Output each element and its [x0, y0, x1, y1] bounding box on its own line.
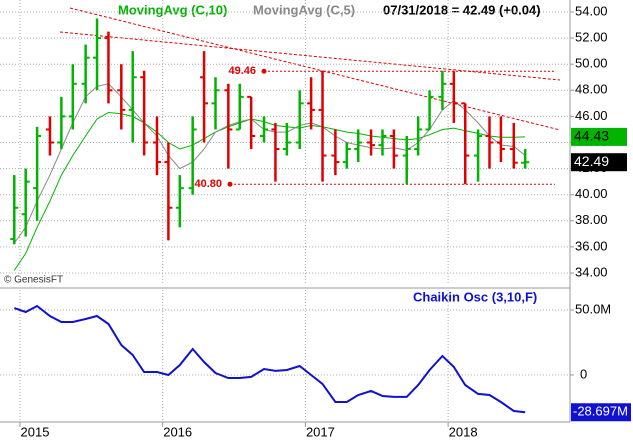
line	[13, 111, 526, 271]
level-label: 49.46	[228, 65, 256, 77]
last-value-badge	[571, 403, 631, 422]
y-tick-label: 40.00	[575, 186, 608, 201]
y-tick-label: 36.00	[575, 238, 608, 253]
level-label: 40.80	[194, 178, 222, 190]
y-tick-label: 54.00	[575, 3, 608, 18]
last-value-badge	[571, 127, 627, 146]
last-value-badge	[571, 153, 627, 172]
legend-ma10: MovingAvg (C,10)	[118, 2, 227, 17]
y-tick-label: 50.00	[575, 56, 608, 71]
credit: © GenesisFT	[4, 275, 63, 286]
level-dot	[261, 68, 267, 74]
line	[13, 83, 526, 244]
y-tick-label: 48.00	[575, 82, 608, 97]
y-tick-label: 50.0M	[575, 301, 611, 316]
line	[13, 304, 526, 414]
osc-title: Chaikin Osc (3,10,F)	[413, 289, 537, 304]
y-tick-label: 46.00	[575, 108, 608, 123]
x-tick-label: 2016	[163, 424, 192, 439]
last-value-label: 44.43	[574, 128, 609, 144]
trendline	[69, 7, 561, 131]
x-tick-label: 2017	[306, 424, 335, 439]
level-dot	[227, 181, 233, 187]
x-tick-label: 2018	[449, 424, 478, 439]
last-value-label: -28.697M	[573, 404, 628, 419]
trendline	[59, 31, 561, 81]
legend-ma5: MovingAvg (C,5)	[253, 2, 355, 17]
quote: 07/31/2018 = 42.49 (+0.04)	[383, 2, 541, 17]
y-tick-label: 34.00	[575, 264, 608, 279]
y-tick-label: 52.00	[575, 30, 608, 45]
y-tick-label: 0	[580, 366, 587, 381]
x-tick-label: 2015	[21, 424, 50, 439]
last-value-label: 42.49	[574, 153, 609, 169]
y-tick-label: 38.00	[575, 212, 608, 227]
